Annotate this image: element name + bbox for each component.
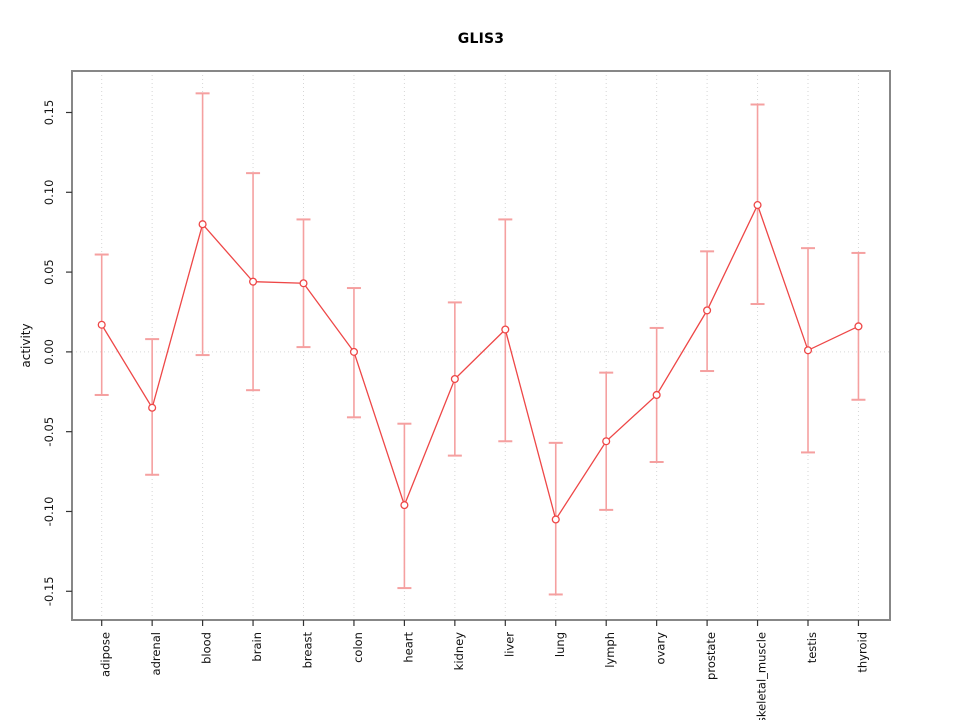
x-tick-label: kidney xyxy=(452,632,466,671)
plot-border xyxy=(71,70,891,621)
data-point xyxy=(97,320,106,329)
y-tick-label: 0.10 xyxy=(42,179,56,205)
data-point xyxy=(450,374,459,384)
y-tick-label: 0.00 xyxy=(42,339,56,365)
data-point xyxy=(400,501,409,510)
x-tick-label: lymph xyxy=(603,632,617,668)
x-tick-label: testis xyxy=(805,632,819,663)
y-tick-label: -0.10 xyxy=(42,497,56,527)
data-point xyxy=(854,322,863,331)
data-point xyxy=(551,515,560,524)
x-tick-label: liver xyxy=(502,632,516,657)
x-tick-label: breast xyxy=(301,632,315,669)
y-tick-label: -0.15 xyxy=(42,576,56,606)
x-tick-label: thyroid xyxy=(855,632,869,673)
data-point xyxy=(198,220,207,229)
x-tick-label: ovary xyxy=(654,632,668,665)
data-point xyxy=(501,325,510,334)
series-line xyxy=(101,203,859,522)
data-point xyxy=(249,277,258,286)
chart-title: GLIS3 xyxy=(457,31,505,47)
y-tick-label: -0.05 xyxy=(42,417,56,447)
data-point xyxy=(299,279,308,288)
data-point xyxy=(652,390,661,400)
x-tick-label: colon xyxy=(351,632,365,663)
data-point xyxy=(703,306,712,315)
y-tick-label: 0.05 xyxy=(42,259,56,285)
x-tick-label: lung xyxy=(553,632,567,657)
x-tick-label: heart xyxy=(401,632,415,663)
data-point xyxy=(803,346,813,355)
y-tick-label: 0.15 xyxy=(42,100,56,126)
x-tick-label: skeletal_muscle xyxy=(755,632,769,720)
x-tick-label: adrenal xyxy=(149,632,163,675)
data-point xyxy=(602,437,611,446)
x-tick-label: prostate xyxy=(704,632,718,680)
data-point xyxy=(349,347,359,356)
y-axis-label: activity xyxy=(19,323,33,367)
x-tick-label: brain xyxy=(250,632,264,662)
x-tick-label: blood xyxy=(200,632,214,664)
x-tick-label: adipose xyxy=(99,632,113,677)
data-point xyxy=(148,403,157,412)
data-point xyxy=(753,201,762,210)
